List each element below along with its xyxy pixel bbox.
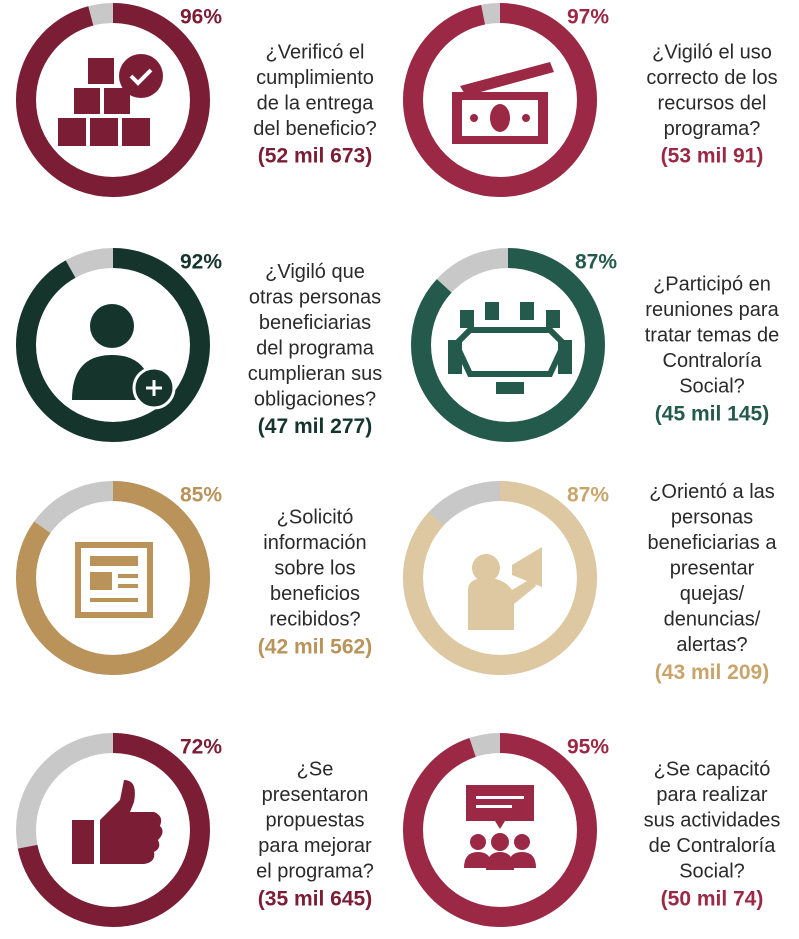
question-line: Social? — [679, 861, 745, 883]
question-line: sus actividades — [644, 810, 781, 832]
question-line: ¿Vigiló el uso — [652, 41, 772, 63]
question-line: el programa? — [256, 861, 374, 883]
percent-label: 85% — [180, 484, 222, 507]
question-line: quejas/ — [680, 583, 745, 605]
question-line: ¿Vigiló que — [265, 261, 365, 283]
question-line: ¿Participó en — [653, 274, 771, 296]
newspaper-icon — [75, 542, 153, 618]
question-line: alertas? — [676, 634, 747, 656]
percent-label: 87% — [575, 251, 617, 274]
count-label: (45 mil 145) — [655, 402, 769, 425]
percent-label: 97% — [567, 6, 609, 29]
percent-label: 96% — [180, 6, 222, 29]
question-line: beneficiarias — [259, 312, 371, 334]
meeting-icon — [448, 302, 572, 394]
percent-label: 92% — [180, 251, 222, 274]
question-line: ¿Orientó a las — [649, 481, 775, 503]
question-line: recursos del — [658, 92, 767, 114]
question-line: recibidos? — [269, 609, 360, 631]
question-line: para realizar — [656, 784, 768, 806]
donut-arc — [403, 3, 597, 197]
icons — [58, 54, 572, 870]
question-line: propuestas — [266, 810, 365, 832]
question-line: sobre los — [274, 558, 355, 580]
count-label: (43 mil 209) — [655, 661, 769, 684]
count-label: (52 mil 673) — [258, 145, 372, 168]
donut-arc — [16, 481, 210, 675]
training-icon — [464, 785, 536, 870]
question-line: Social? — [679, 376, 745, 398]
percent-label: 95% — [567, 736, 609, 759]
question-line: correcto de los — [646, 67, 777, 89]
boxes-icon — [58, 54, 163, 146]
donut-arc — [403, 733, 597, 927]
question-line: presentar — [670, 558, 755, 580]
question-line: personas — [671, 507, 753, 529]
question-line: presentaron — [262, 784, 369, 806]
question-line: beneficiarias a — [648, 532, 778, 554]
question-line: ¿Verificó el — [266, 41, 365, 63]
donut-arc — [16, 733, 210, 927]
question-line: del programa — [256, 337, 375, 359]
question-line: cumplieran sus — [248, 363, 383, 385]
question-line: ¿Se — [297, 759, 334, 781]
money-icon — [452, 62, 554, 144]
person-icon — [72, 304, 176, 410]
count-label: (47 mil 277) — [258, 415, 372, 438]
donut-arc — [411, 248, 605, 442]
question-line: obligaciones? — [254, 388, 376, 410]
percent-label: 72% — [180, 736, 222, 759]
question-line: ¿Solicitó — [277, 507, 354, 529]
question-line: para mejorar — [258, 835, 372, 857]
donut-arc — [16, 3, 210, 197]
question-line: Contraloría — [663, 350, 763, 372]
donut-arc — [403, 481, 597, 675]
question-line: programa? — [664, 118, 761, 140]
percent-label: 87% — [567, 484, 609, 507]
donut-arc — [16, 248, 210, 442]
thumb-icon — [72, 780, 163, 864]
count-label: (35 mil 645) — [258, 887, 372, 910]
question-line: tratar temas de — [645, 325, 780, 347]
question-line: reuniones para — [645, 299, 779, 321]
question-line: de la entrega — [257, 92, 375, 114]
count-label: (53 mil 91) — [661, 145, 764, 168]
question-line: denuncias/ — [664, 609, 761, 631]
megaphone-icon — [468, 547, 542, 630]
question-line: cumplimiento — [256, 67, 374, 89]
question-line: beneficios — [270, 583, 360, 605]
question-line: información — [263, 532, 366, 554]
count-label: (42 mil 562) — [258, 635, 372, 658]
question-line: ¿Se capacitó — [654, 759, 771, 781]
question-line: del beneficio? — [253, 118, 376, 140]
question-line: otras personas — [249, 286, 381, 308]
question-line: de Contraloría — [649, 835, 777, 857]
count-label: (50 mil 74) — [661, 887, 764, 910]
